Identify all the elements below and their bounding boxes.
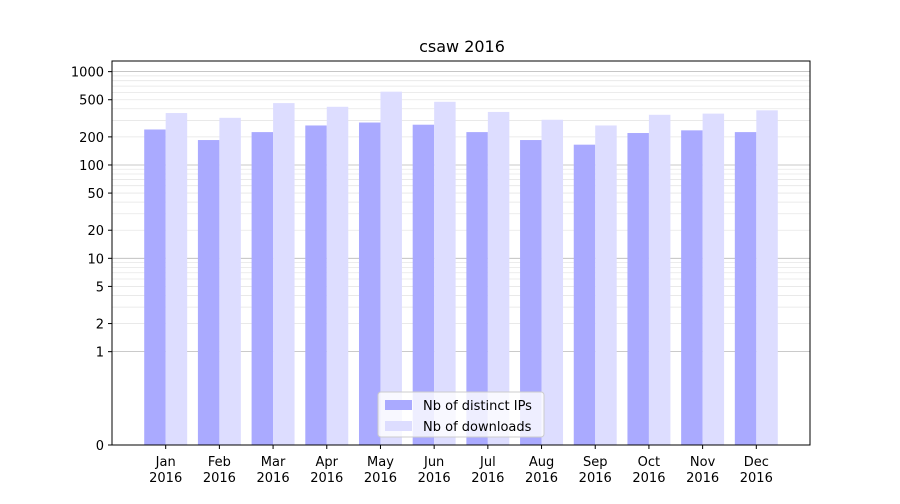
y-tick-label: 2 [96, 318, 104, 333]
legend-box [377, 391, 545, 438]
bar-downloads-dec [756, 110, 778, 445]
plot-frame [111, 60, 811, 446]
x-tick-label-aug: Aug 2016 [525, 455, 558, 486]
y-tick-label: 1000 [71, 66, 104, 81]
x-tick-label-jan: Jan 2016 [149, 455, 182, 486]
legend-label-distinct-ips: Nb of distinct IPs [423, 399, 532, 414]
y-tick-label: 20 [87, 224, 104, 239]
bar-distinct-ips-feb [197, 140, 220, 446]
legend-swatch-distinct-ips [385, 400, 412, 410]
axes-layer: 0 1 2 5 10 20 50 100 200 500 1000 Jan 2016 Feb 2016 Mar… [71, 60, 811, 486]
bar-downloads-aug [541, 119, 564, 446]
legend-label-downloads: Nb of downloads [423, 420, 532, 435]
bar-downloads-oct [648, 114, 671, 446]
y-tick-label: 5 [96, 280, 104, 295]
y-tick-label: 50 [87, 187, 104, 202]
bar-downloads-may [380, 91, 402, 445]
bar-downloads-sep [595, 125, 617, 445]
y-tick-label: 1 [96, 346, 104, 361]
y-tick-label: 500 [79, 94, 104, 109]
x-tick-label-may: May 2016 [364, 455, 397, 486]
bar-distinct-ips-dec [734, 132, 757, 446]
y-tick-label: 200 [79, 131, 104, 146]
bar-downloads-mar [273, 103, 295, 446]
bar-distinct-ips-aug [520, 140, 542, 446]
legend-swatch-downloads [385, 421, 412, 431]
bar-downloads-feb [219, 117, 241, 446]
x-tick-label-apr: Apr 2016 [310, 455, 343, 486]
x-tick-label-jun: Jun 2016 [418, 455, 451, 486]
x-tick-label-oct: Oct 2016 [632, 455, 665, 486]
x-tick-label-feb: Feb 2016 [203, 455, 236, 486]
bar-downloads-nov [702, 113, 725, 446]
bar-distinct-ips-jan [144, 129, 166, 445]
bar-distinct-ips-apr [305, 125, 327, 445]
legend: Nb of distinct IPs Nb of downloads [377, 391, 545, 438]
x-tick-label-sep: Sep 2016 [579, 455, 612, 486]
bars-layer [144, 91, 778, 446]
bar-downloads-apr [326, 106, 349, 445]
bar-distinct-ips-mar [251, 132, 274, 446]
bar-distinct-ips-jul [466, 132, 488, 446]
bar-distinct-ips-nov [681, 130, 703, 445]
chart-title: csaw 2016 [419, 37, 505, 56]
bar-distinct-ips-may [358, 122, 381, 445]
y-tick-label: 100 [79, 159, 104, 174]
x-tick-label-mar: Mar 2016 [257, 455, 290, 486]
bar-distinct-ips-jun [412, 124, 435, 445]
x-tick-label-jul: Jul 2016 [471, 455, 504, 486]
x-tick-label-dec: Dec 2016 [740, 455, 773, 486]
bar-downloads-jun [434, 101, 456, 446]
x-tick-label-nov: Nov 2016 [686, 455, 719, 486]
bar-distinct-ips-sep [573, 144, 596, 445]
bar-downloads-jan [165, 113, 188, 445]
y-tick-label: 10 [87, 252, 104, 267]
y-tick-label: 0 [96, 439, 104, 454]
bar-downloads-jul [487, 111, 510, 445]
bar-distinct-ips-oct [627, 133, 649, 445]
